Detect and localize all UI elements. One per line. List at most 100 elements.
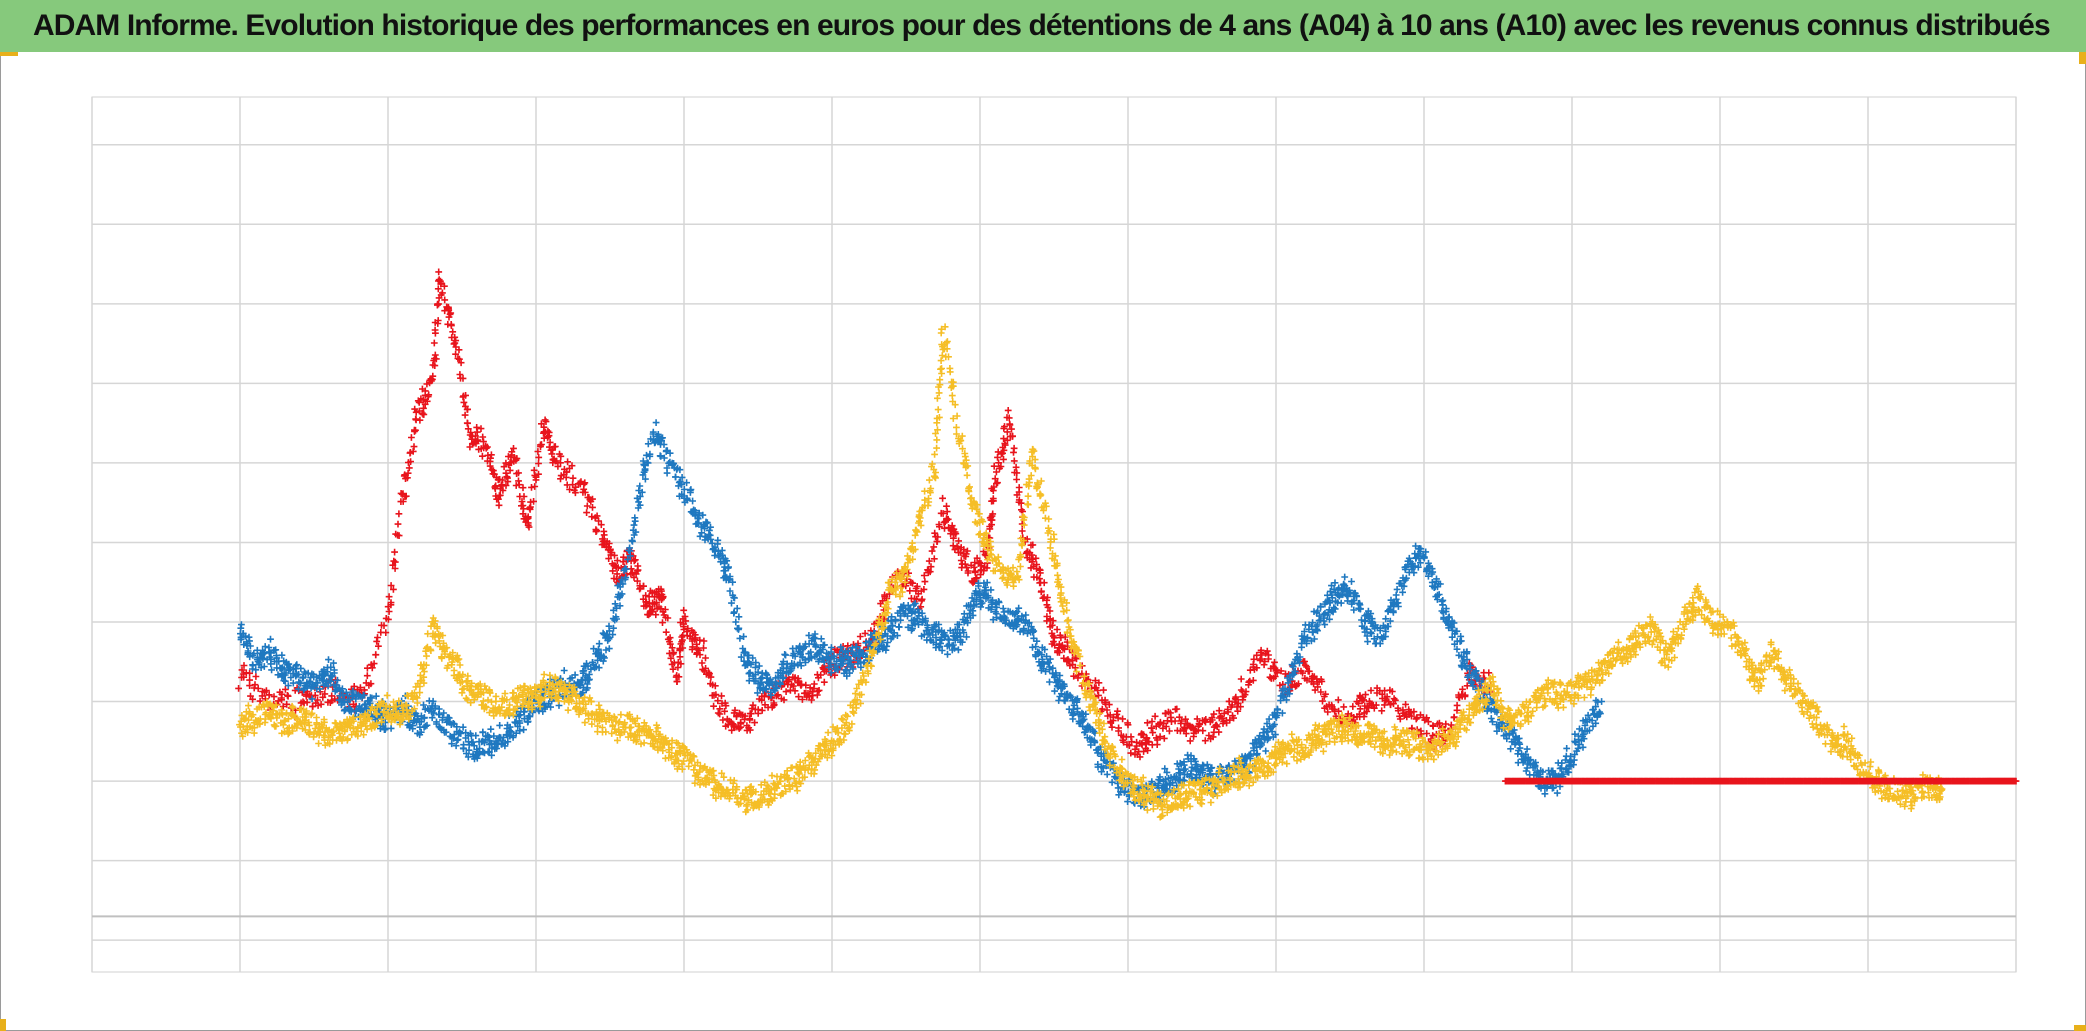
data-point bbox=[605, 540, 613, 547]
data-point bbox=[695, 646, 703, 654]
data-point bbox=[960, 546, 968, 553]
data-point bbox=[408, 434, 415, 441]
data-point bbox=[464, 425, 472, 433]
data-point bbox=[374, 634, 381, 641]
data-point bbox=[737, 720, 745, 728]
data-point bbox=[657, 585, 665, 593]
data-point bbox=[921, 578, 929, 585]
data-point bbox=[815, 687, 823, 694]
corner-accent-br bbox=[2074, 1025, 2086, 1031]
data-point bbox=[439, 289, 446, 297]
data-point bbox=[240, 662, 248, 669]
data-point bbox=[387, 601, 395, 609]
data-point bbox=[714, 709, 722, 717]
data-point bbox=[799, 696, 806, 703]
data-point bbox=[712, 691, 720, 698]
data-point bbox=[861, 630, 869, 637]
chart-title: ADAM Informe. Evolution historique des p… bbox=[33, 9, 2051, 42]
data-point bbox=[791, 687, 799, 695]
data-point bbox=[495, 501, 503, 509]
data-point bbox=[251, 681, 259, 689]
data-point bbox=[528, 484, 535, 491]
data-point bbox=[987, 516, 995, 524]
data-point bbox=[721, 707, 728, 715]
data-point bbox=[991, 475, 999, 483]
data-point bbox=[677, 660, 685, 668]
data-point bbox=[806, 684, 814, 692]
data-point bbox=[402, 492, 410, 500]
data-point bbox=[317, 700, 325, 708]
data-point bbox=[430, 339, 438, 347]
data-point bbox=[531, 483, 539, 490]
data-point bbox=[412, 408, 420, 416]
data-point bbox=[957, 557, 965, 564]
data-point bbox=[802, 681, 810, 689]
data-point bbox=[993, 468, 1000, 476]
data-point bbox=[284, 692, 292, 700]
data-point bbox=[770, 701, 778, 709]
data-point bbox=[881, 591, 888, 599]
data-point bbox=[670, 649, 678, 656]
data-point bbox=[718, 692, 725, 700]
data-point bbox=[524, 513, 532, 521]
data-point bbox=[719, 716, 727, 724]
data-point bbox=[741, 712, 749, 720]
data-point bbox=[391, 548, 398, 556]
data-point bbox=[542, 418, 550, 425]
data-point bbox=[249, 695, 256, 703]
data-point bbox=[525, 523, 533, 531]
data-point bbox=[463, 406, 471, 413]
data-point bbox=[545, 429, 553, 436]
data-point bbox=[569, 474, 577, 482]
data-point bbox=[263, 687, 270, 694]
data-point bbox=[950, 531, 958, 538]
data-point bbox=[445, 313, 453, 321]
data-point bbox=[441, 282, 448, 290]
data-point bbox=[583, 509, 590, 516]
data-point bbox=[707, 673, 715, 681]
data-point bbox=[535, 454, 543, 461]
data-point bbox=[554, 463, 562, 470]
data-point bbox=[490, 467, 497, 474]
data-point bbox=[995, 459, 1002, 467]
data-point bbox=[653, 599, 660, 606]
data-point bbox=[278, 696, 285, 704]
data-point bbox=[431, 362, 439, 369]
data-point bbox=[751, 719, 758, 726]
data-point bbox=[597, 521, 605, 529]
data-point bbox=[472, 432, 479, 440]
data-point bbox=[700, 644, 707, 652]
data-point bbox=[455, 346, 463, 354]
data-point bbox=[412, 415, 420, 423]
data-point bbox=[370, 660, 378, 667]
data-point bbox=[696, 651, 704, 659]
data-point bbox=[583, 502, 591, 510]
data-point bbox=[933, 538, 941, 545]
data-point bbox=[372, 651, 380, 659]
data-point bbox=[311, 692, 319, 699]
data-point bbox=[486, 462, 494, 470]
data-point bbox=[499, 476, 506, 484]
data-point bbox=[906, 587, 914, 595]
data-point bbox=[495, 495, 502, 503]
data-point bbox=[673, 678, 681, 685]
data-point bbox=[659, 594, 667, 602]
data-point bbox=[534, 448, 542, 455]
data-point bbox=[367, 680, 375, 688]
data-point bbox=[240, 673, 248, 681]
data-point bbox=[447, 309, 455, 317]
data-point bbox=[939, 494, 946, 502]
data-point bbox=[363, 672, 371, 680]
data-point bbox=[502, 469, 510, 477]
data-point bbox=[309, 703, 316, 710]
data-point bbox=[238, 666, 246, 674]
data-point bbox=[382, 629, 390, 636]
data-point bbox=[973, 554, 981, 562]
data-point bbox=[721, 699, 729, 707]
data-point bbox=[652, 611, 660, 619]
data-point bbox=[368, 664, 376, 672]
data-point bbox=[407, 458, 414, 465]
data-point bbox=[502, 482, 510, 489]
data-point bbox=[402, 475, 409, 482]
